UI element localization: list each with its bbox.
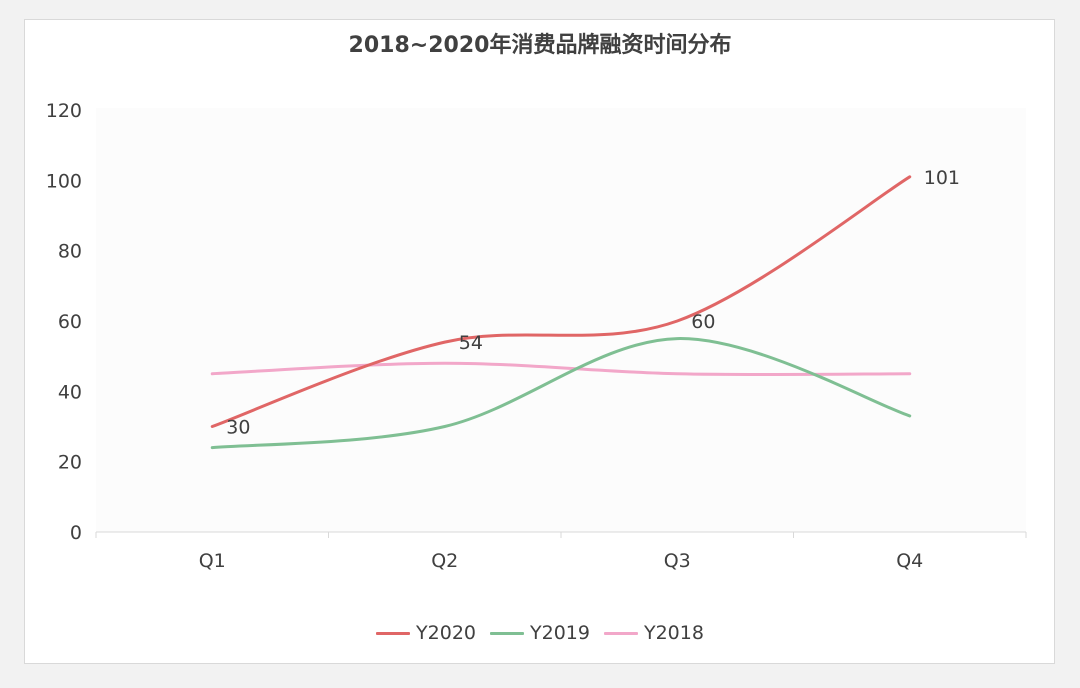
data-label-y2020: 54 — [459, 332, 483, 354]
y-tick-label: 40 — [58, 381, 82, 403]
axis-layer: Q1 Q2 Q3 Q4 0 20 40 60 80 100 120 — [46, 100, 1027, 572]
data-label-y2020: 30 — [226, 417, 250, 439]
y-tick-label: 60 — [58, 311, 82, 333]
legend-swatch — [603, 631, 638, 635]
y-tick-label: 0 — [70, 522, 82, 544]
y-tick-label: 20 — [58, 452, 82, 474]
x-tick-label: Q2 — [431, 550, 458, 572]
data-label-y2020: 101 — [924, 167, 960, 189]
legend-swatch — [490, 631, 525, 635]
plot-area — [96, 108, 1026, 532]
chart-title: 2018~2020年消费品牌融资时间分布 — [348, 33, 732, 58]
legend-item-y2018: Y2018 — [603, 622, 704, 644]
series-line-y2018 — [210, 361, 912, 377]
legend-item-y2019: Y2019 — [490, 622, 590, 644]
y-tick-label: 100 — [46, 170, 82, 192]
x-tick-label: Q1 — [199, 550, 226, 572]
x-tick-label: Q3 — [664, 550, 691, 572]
legend-item-y2020: Y2020 — [376, 622, 476, 644]
x-tick-label: Q4 — [896, 550, 923, 572]
data-label-layer: 30 54 60 101 — [226, 167, 960, 439]
series-line-y2019 — [210, 337, 912, 450]
legend-label: Y2020 — [416, 622, 477, 644]
legend-label: Y2019 — [530, 622, 590, 644]
series-line-y2020 — [210, 175, 912, 428]
data-label-y2020: 60 — [691, 311, 715, 333]
series-layer — [210, 175, 912, 450]
chart-legend: Y2020 Y2019 Y2018 — [0, 622, 1080, 644]
legend-label: Y2018 — [643, 622, 704, 644]
y-tick-label: 80 — [58, 241, 82, 263]
legend-swatch — [376, 631, 411, 635]
y-tick-label: 120 — [46, 100, 82, 122]
